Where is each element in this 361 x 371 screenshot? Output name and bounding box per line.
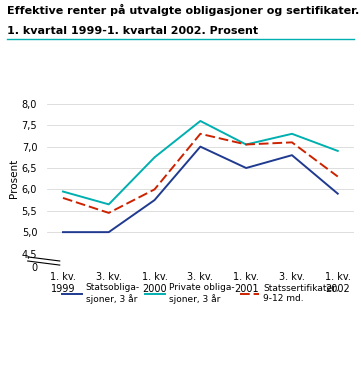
Text: Effektive renter på utvalgte obligasjoner og sertifikater.: Effektive renter på utvalgte obligasjone… <box>7 4 360 16</box>
Y-axis label: Prosent: Prosent <box>9 159 19 198</box>
Statsobliga-
sjoner, 3 år <box>290 153 294 157</box>
Line: Private obliga-
sjoner, 3 år: Private obliga- sjoner, 3 år <box>63 121 338 204</box>
Statssertifikater,
9-12 md. <box>198 132 203 136</box>
Private obliga-
sjoner, 3 år <box>244 142 248 147</box>
Statssertifikater,
9-12 md. <box>336 174 340 179</box>
Statssertifikater,
9-12 md. <box>106 211 111 215</box>
Private obliga-
sjoner, 3 år <box>61 189 65 194</box>
Statsobliga-
sjoner, 3 år <box>198 144 203 149</box>
Private obliga-
sjoner, 3 år <box>198 119 203 123</box>
Statsobliga-
sjoner, 3 år <box>336 191 340 196</box>
Statsobliga-
sjoner, 3 år <box>61 230 65 234</box>
Statsobliga-
sjoner, 3 år <box>152 198 157 202</box>
Line: Statssertifikater,
9-12 md.: Statssertifikater, 9-12 md. <box>63 134 338 213</box>
Statsobliga-
sjoner, 3 år <box>244 166 248 170</box>
Line: Statsobliga-
sjoner, 3 år: Statsobliga- sjoner, 3 år <box>63 147 338 232</box>
Text: 1. kvartal 1999-1. kvartal 2002. Prosent: 1. kvartal 1999-1. kvartal 2002. Prosent <box>7 26 258 36</box>
Statssertifikater,
9-12 md. <box>61 196 65 200</box>
Legend: Statsobliga-
sjoner, 3 år, Private obliga-
sjoner, 3 år, Statssertifikater,
9-12: Statsobliga- sjoner, 3 år, Private oblig… <box>62 283 339 303</box>
Statssertifikater,
9-12 md. <box>290 140 294 145</box>
Statsobliga-
sjoner, 3 år <box>106 230 111 234</box>
Private obliga-
sjoner, 3 år <box>336 149 340 153</box>
Private obliga-
sjoner, 3 år <box>106 202 111 207</box>
Private obliga-
sjoner, 3 år <box>290 132 294 136</box>
Private obliga-
sjoner, 3 år <box>152 155 157 160</box>
Statssertifikater,
9-12 md. <box>244 142 248 147</box>
Statssertifikater,
9-12 md. <box>152 187 157 191</box>
